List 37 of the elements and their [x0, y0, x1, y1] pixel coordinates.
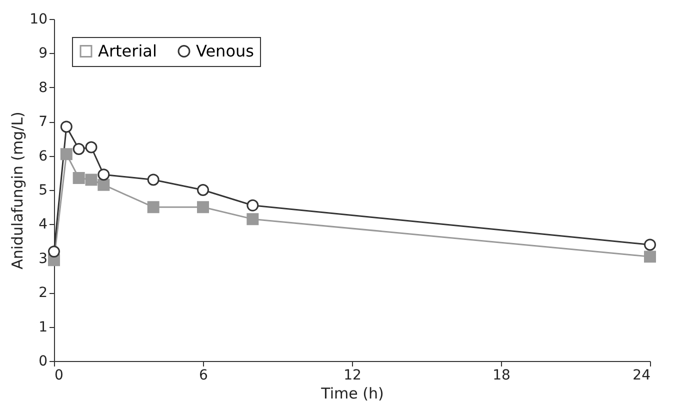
point	[60, 148, 72, 160]
y-tick-label: 4	[38, 216, 48, 233]
point	[246, 213, 259, 226]
y-tick-label: 3	[38, 250, 48, 267]
y-tick-label: 6	[38, 148, 48, 164]
point	[60, 120, 72, 133]
y-tick-label: 1	[38, 319, 48, 336]
x-tick-label: 12	[344, 368, 362, 384]
legend-label: Arterial	[98, 41, 157, 60]
x-axis-title: Time (h)	[320, 384, 384, 402]
point	[72, 172, 85, 184]
y-tick-label: 10	[30, 12, 48, 28]
point	[147, 174, 160, 186]
legend-label: Venous	[196, 41, 254, 60]
y-tick-label: 5	[38, 182, 48, 198]
y-tick-label: 8	[38, 80, 48, 96]
y-axis-title: Anidulafungin (mg/L)	[8, 112, 27, 270]
y-tick-label: 2	[38, 285, 48, 302]
point	[644, 238, 656, 251]
x-tick-label: 0	[54, 368, 64, 384]
x-tick-label: 24	[632, 368, 651, 384]
point	[48, 246, 60, 258]
point	[246, 199, 259, 212]
point	[85, 174, 98, 186]
y-tick-label: 9	[38, 46, 48, 62]
point	[98, 168, 110, 181]
point	[72, 142, 85, 155]
point	[98, 178, 110, 191]
point	[197, 184, 209, 196]
y-tick-label: 7	[38, 114, 48, 130]
point	[644, 250, 656, 263]
point	[147, 201, 160, 214]
point	[85, 141, 98, 154]
y-tick-label: 0	[38, 354, 48, 370]
x-tick-label: 18	[492, 368, 510, 384]
point	[197, 201, 209, 214]
x-tick-label: 6	[199, 368, 208, 384]
